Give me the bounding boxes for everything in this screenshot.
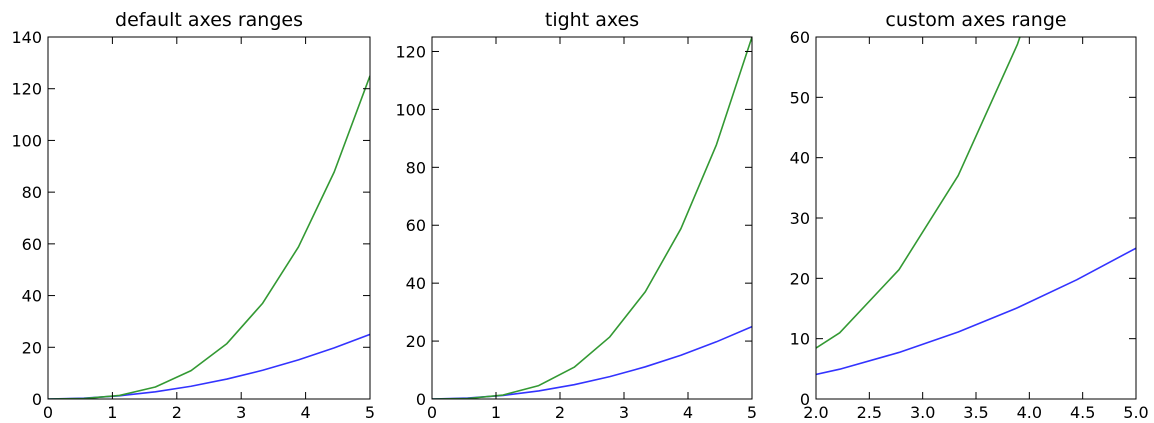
x-tick-label: 2 (172, 403, 182, 422)
chart-panel-2: 0 1 2 3 4 5 0 20 40 60 80 100 120 tight axes (395, 9, 757, 422)
y-tick-label: 40 (790, 149, 810, 168)
y-tick-label: 40 (406, 274, 426, 293)
x-tick-label: 5 (365, 403, 375, 422)
series-line-2 (432, 37, 752, 399)
y-tick-label: 100 (11, 131, 42, 150)
x-tick-label: 5 (747, 403, 757, 422)
chart-panel-1: 0 1 2 3 4 5 0 20 40 60 80 100 120 140 default axes ran… (11, 9, 375, 422)
y-tick-label: 100 (395, 100, 426, 119)
y-tick-label: 20 (22, 338, 42, 357)
chart-panel-3: 2.0 2.5 3.0 3.5 4.0 4.5 5.0 0 10 20 30 40 50 60 custom… (790, 9, 1149, 422)
x-tick-label: 1 (491, 403, 501, 422)
y-tick-label: 120 (11, 80, 42, 99)
x-tick-label: 0 (43, 403, 53, 422)
x-tick-label: 4.5 (1070, 403, 1095, 422)
series-line-1 (48, 333, 370, 399)
y-tick-label: 30 (790, 209, 810, 228)
y-tick-label: 40 (22, 287, 42, 306)
y-tick-label: 50 (790, 88, 810, 107)
y-tick-label: 20 (406, 332, 426, 351)
y-tick-label: 80 (406, 158, 426, 177)
x-tick-label: 2 (555, 403, 565, 422)
y-tick-label: 20 (790, 269, 810, 288)
y-tick-label: 140 (11, 28, 42, 47)
plot-frame (815, 36, 1137, 400)
x-tick-label: 1 (107, 403, 117, 422)
y-tick-label: 10 (790, 330, 810, 349)
chart-title: default axes ranges (115, 9, 303, 31)
y-tick-label: 80 (22, 183, 42, 202)
y-tick-label: 60 (790, 28, 810, 47)
x-tick-label: 3 (619, 403, 629, 422)
y-tick-label: 60 (406, 216, 426, 235)
y-tick-label: 60 (22, 235, 42, 254)
chart-title: tight axes (545, 9, 639, 31)
y-tick-label: 0 (32, 390, 42, 409)
y-tick-label: 120 (395, 42, 426, 61)
series-line-2 (816, 37, 1021, 350)
x-tick-label: 2.0 (803, 403, 828, 422)
x-tick-label: 3.0 (910, 403, 935, 422)
chart-title: custom axes range (885, 9, 1066, 31)
series-line-1 (816, 247, 1136, 376)
x-tick-label: 3 (236, 403, 246, 422)
plot-frame (47, 36, 371, 400)
x-tick-label: 3.5 (963, 403, 988, 422)
y-tick-label: 0 (800, 390, 810, 409)
y-tick-label: 0 (416, 390, 426, 409)
plot-frame (431, 36, 753, 400)
series-line-1 (432, 325, 752, 399)
x-tick-label: 0 (427, 403, 437, 422)
x-tick-label: 4 (301, 403, 311, 422)
series-line-2 (48, 75, 370, 399)
x-tick-label: 4.0 (1017, 403, 1042, 422)
x-tick-label: 5.0 (1123, 403, 1148, 422)
x-tick-label: 2.5 (857, 403, 882, 422)
x-tick-label: 4 (683, 403, 693, 422)
